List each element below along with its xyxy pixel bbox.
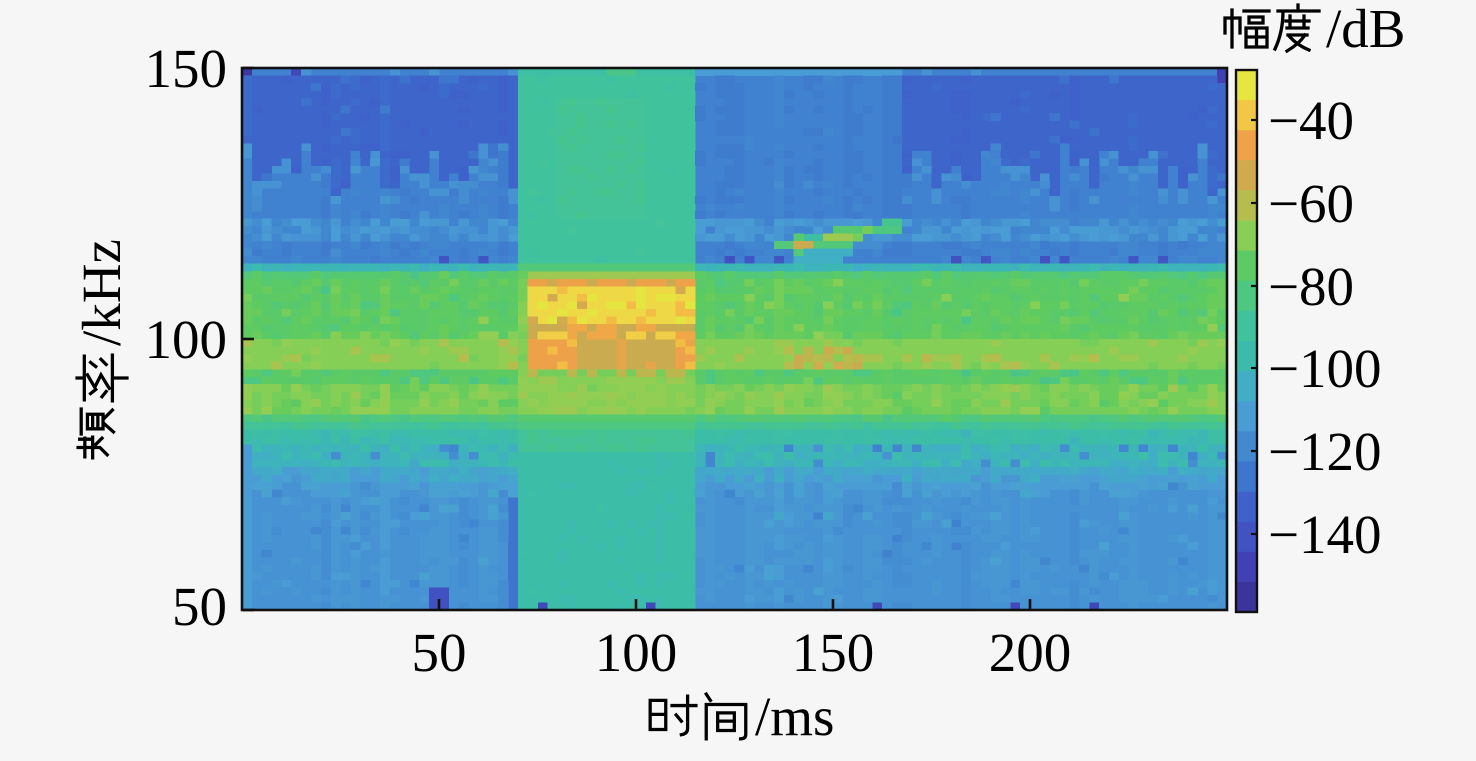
svg-text:100: 100 <box>145 309 228 370</box>
svg-text:−140: −140 <box>1268 504 1382 565</box>
svg-text:100: 100 <box>595 622 678 683</box>
svg-text:200: 200 <box>989 622 1072 683</box>
svg-text:−80: −80 <box>1268 256 1354 317</box>
svg-text:/dB: /dB <box>1326 0 1405 59</box>
svg-text:−120: −120 <box>1268 421 1382 482</box>
svg-text:/ms: /ms <box>755 686 834 747</box>
svg-text:50: 50 <box>412 622 467 683</box>
svg-text:−100: −100 <box>1268 338 1382 399</box>
svg-text:50: 50 <box>172 576 227 637</box>
svg-text:−60: −60 <box>1268 173 1354 234</box>
svg-text:/kHz: /kHz <box>71 239 132 346</box>
svg-text:150: 150 <box>145 38 228 99</box>
svg-text:−40: −40 <box>1268 90 1354 151</box>
svg-text:150: 150 <box>792 622 875 683</box>
